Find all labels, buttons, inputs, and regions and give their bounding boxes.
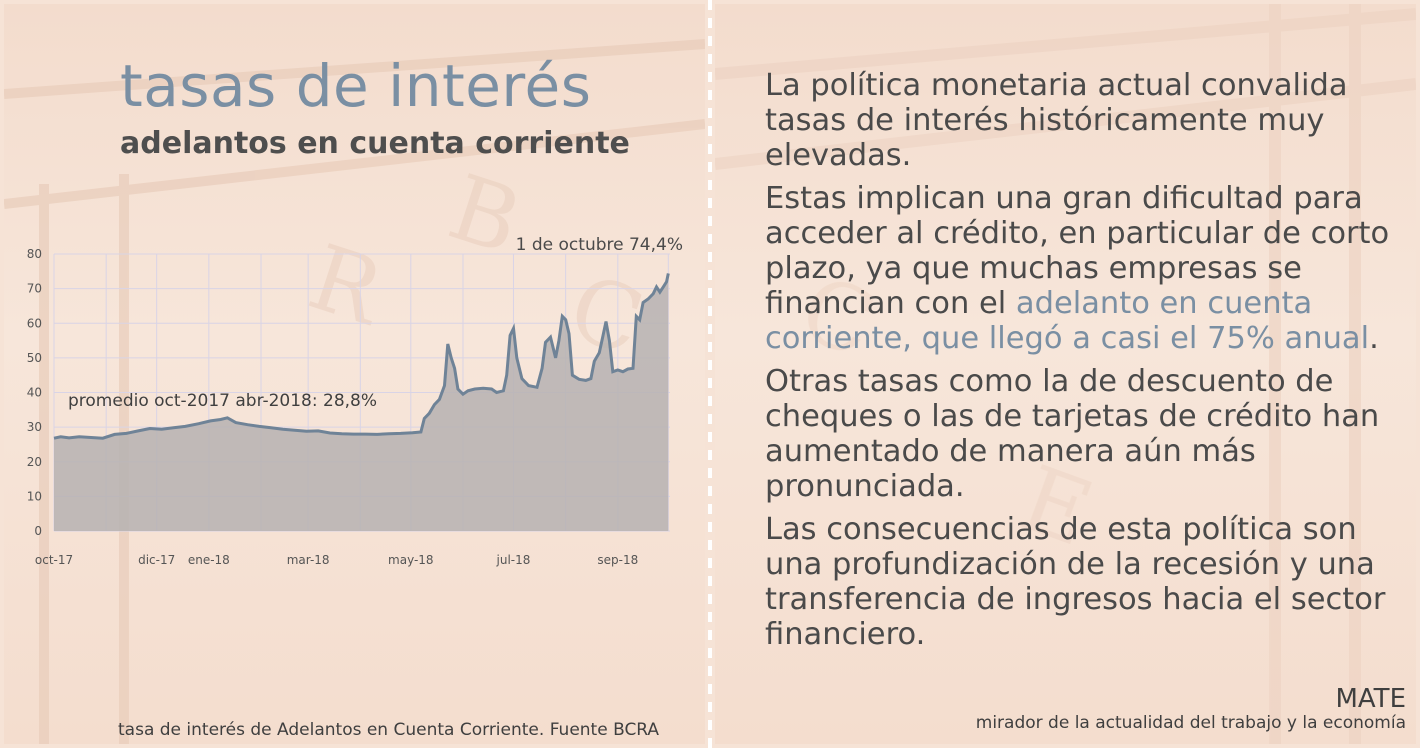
y-tick-label: 30 (27, 420, 42, 434)
paragraph-2-end: . (1369, 321, 1379, 356)
paragraph-2-highlight: adelanto en cuenta corriente, que llegó … (765, 286, 1370, 356)
background-engraving: C E (715, 4, 1416, 744)
brand-tagline: mirador de la actualidad del trabajo y l… (975, 713, 1406, 733)
x-tick-label: may-18 (388, 553, 434, 567)
y-tick-label: 40 (27, 386, 42, 400)
paragraph-1: La política monetaria actual convalida t… (765, 68, 1348, 173)
x-tick-label: jul-18 (496, 553, 531, 567)
y-tick-label: 20 (27, 455, 42, 469)
x-axis: oct-17 dic-17 ene-18 mar-18 may-18 jul-18 sep-… (35, 553, 638, 567)
y-tick-label: 10 (27, 489, 42, 503)
y-tick-label: 50 (27, 351, 42, 365)
y-tick-label: 70 (27, 282, 42, 296)
left-panel: B R C (4, 4, 705, 744)
average-annotation: promedio oct-2017 abr-2018: 28,8% (68, 391, 377, 411)
y-tick-label: 80 (27, 247, 42, 261)
paragraph-4: Las consecuencias de esta política son u… (765, 512, 1386, 652)
y-tick-label: 60 (27, 316, 42, 330)
paragraph-2: Estas implican una gran dificultad para … (765, 181, 1405, 356)
rate-line (53, 273, 670, 440)
background-engraving: B R C (4, 39, 705, 744)
y-axis: 0 10 20 30 40 50 60 70 80 (27, 247, 42, 538)
right-panel: C E (715, 4, 1416, 744)
x-tick-label: oct-17 (35, 553, 73, 567)
chart-title: tasas de interés (120, 52, 592, 120)
dashed-divider (708, 0, 712, 748)
paragraph-3: Otras tasas como la de descuento de cheq… (765, 364, 1380, 504)
paragraph-2-text: Estas implican una gran dificultad para … (765, 181, 1390, 321)
commentary: La política monetaria actual convalida t… (765, 68, 1405, 660)
chart-subtitle: adelantos en cuenta corriente (120, 126, 630, 161)
x-tick-label: mar-18 (287, 553, 330, 567)
end-value-annotation: 1 de octubre 74,4% (516, 235, 683, 255)
x-tick-label: dic-17 (138, 553, 175, 567)
y-tick-label: 0 (34, 524, 42, 538)
x-tick-label: ene-18 (188, 553, 230, 567)
rate-area (54, 273, 669, 531)
chart-source: tasa de interés de Adelantos en Cuenta C… (118, 720, 660, 740)
interest-rate-chart: 0 10 20 30 40 50 60 70 80 oct-17 dic-17 ene-18 mar-… (27, 235, 683, 567)
brand-name: MATE (1335, 684, 1406, 714)
x-tick-label: sep-18 (597, 553, 638, 567)
